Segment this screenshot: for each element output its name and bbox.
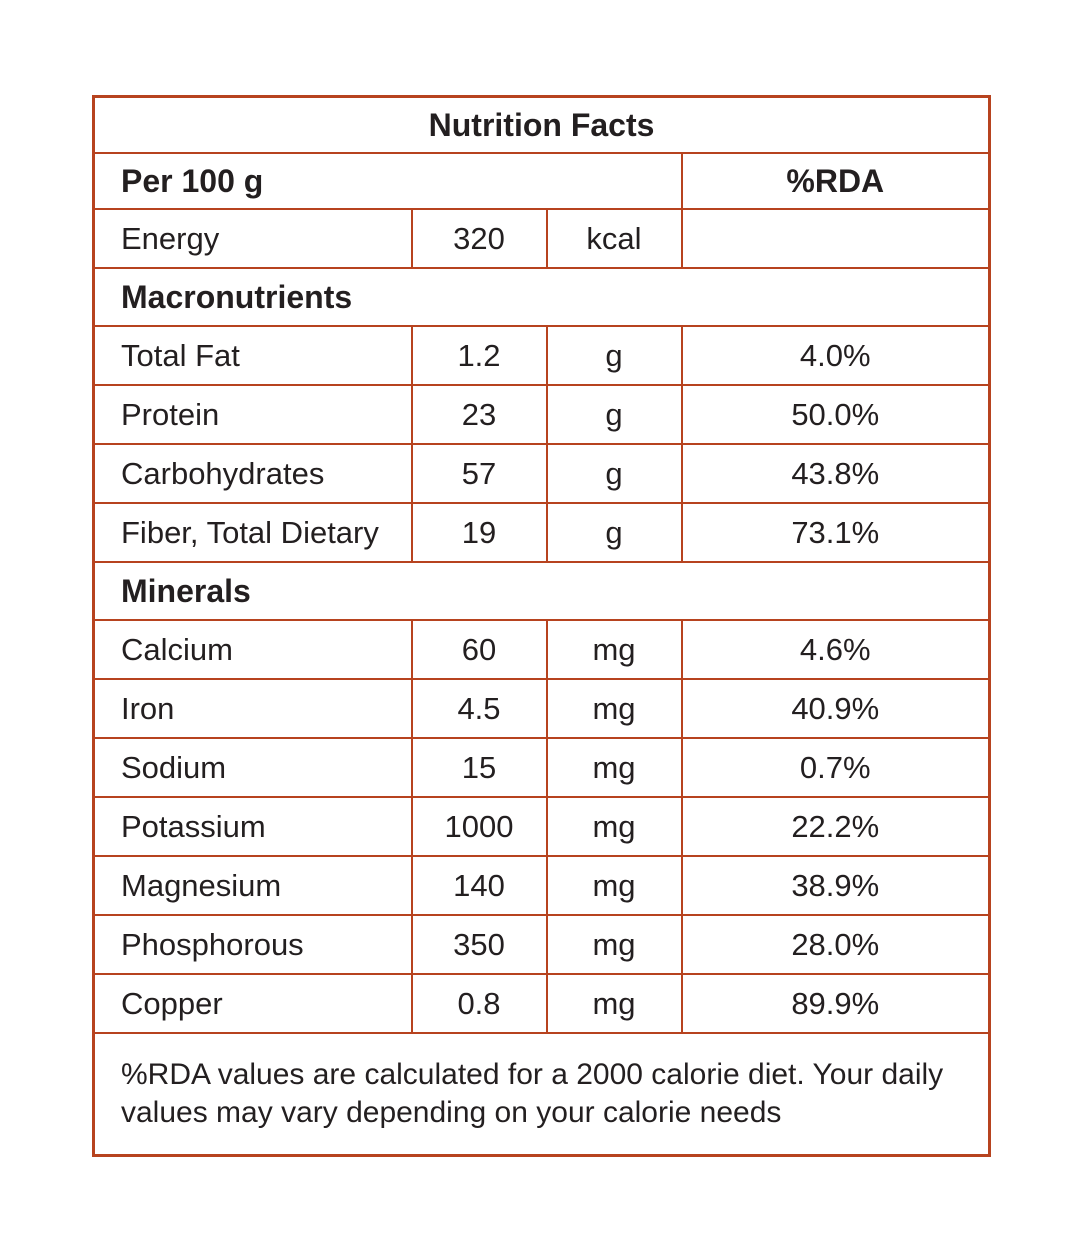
nutrient-value: 350 xyxy=(410,914,548,975)
nutrient-unit: mg xyxy=(545,973,683,1034)
nutrient-rda: 43.8% xyxy=(680,443,991,504)
nutrient-unit: mg xyxy=(545,855,683,916)
nutrient-value: 1000 xyxy=(410,796,548,857)
energy-row: Energy 320 kcal xyxy=(92,208,991,269)
section-header-minerals: Minerals xyxy=(92,561,991,621)
nutrient-value: 57 xyxy=(410,443,548,504)
nutrient-row: Total Fat 1.2 g 4.0% xyxy=(92,325,991,386)
nutrient-label: Magnesium xyxy=(92,855,413,916)
nutrient-row: Iron 4.5 mg 40.9% xyxy=(92,678,991,739)
nutrient-rda: 22.2% xyxy=(680,796,991,857)
nutrient-row: Calcium 60 mg 4.6% xyxy=(92,619,991,680)
nutrient-rda: 4.0% xyxy=(680,325,991,386)
nutrient-rda: 89.9% xyxy=(680,973,991,1034)
nutrient-rda: 28.0% xyxy=(680,914,991,975)
nutrient-value: 1.2 xyxy=(410,325,548,386)
nutrient-value: 0.8 xyxy=(410,973,548,1034)
nutrient-label: Sodium xyxy=(92,737,413,798)
serving-size-label: Per 100 g xyxy=(92,152,683,210)
nutrient-value: 320 xyxy=(410,208,548,269)
nutrient-rda: 40.9% xyxy=(680,678,991,739)
nutrient-unit: g xyxy=(545,443,683,504)
header-row: Per 100 g %RDA xyxy=(92,152,991,210)
nutrient-row: Potassium 1000 mg 22.2% xyxy=(92,796,991,857)
nutrient-label: Protein xyxy=(92,384,413,445)
section-header-macronutrients: Macronutrients xyxy=(92,267,991,327)
nutrient-row: Magnesium 140 mg 38.9% xyxy=(92,855,991,916)
nutrient-unit: g xyxy=(545,325,683,386)
nutrient-row: Fiber, Total Dietary 19 g 73.1% xyxy=(92,502,991,563)
nutrient-label: Copper xyxy=(92,973,413,1034)
nutrient-value: 15 xyxy=(410,737,548,798)
nutrient-rda: 50.0% xyxy=(680,384,991,445)
nutrient-label: Carbohydrates xyxy=(92,443,413,504)
nutrient-value: 140 xyxy=(410,855,548,916)
title-row: Nutrition Facts xyxy=(92,95,991,154)
nutrient-label: Total Fat xyxy=(92,325,413,386)
nutrient-row: Copper 0.8 mg 89.9% xyxy=(92,973,991,1034)
rda-column-header: %RDA xyxy=(680,152,991,210)
nutrient-rda: 0.7% xyxy=(680,737,991,798)
section-title: Macronutrients xyxy=(92,267,991,327)
nutrient-unit: mg xyxy=(545,914,683,975)
nutrient-label: Phosphorous xyxy=(92,914,413,975)
footnote-row: %RDA values are calculated for a 2000 ca… xyxy=(92,1032,991,1157)
rda-footnote: %RDA values are calculated for a 2000 ca… xyxy=(92,1032,991,1157)
nutrient-rda xyxy=(680,208,991,269)
nutrient-unit: g xyxy=(545,384,683,445)
nutrient-row: Protein 23 g 50.0% xyxy=(92,384,991,445)
nutrient-label: Iron xyxy=(92,678,413,739)
nutrient-unit: mg xyxy=(545,737,683,798)
nutrient-value: 19 xyxy=(410,502,548,563)
nutrient-unit: mg xyxy=(545,678,683,739)
nutrient-label: Calcium xyxy=(92,619,413,680)
nutrient-row: Phosphorous 350 mg 28.0% xyxy=(92,914,991,975)
nutrient-label: Fiber, Total Dietary xyxy=(92,502,413,563)
nutrient-value: 60 xyxy=(410,619,548,680)
nutrient-unit: mg xyxy=(545,796,683,857)
nutrient-rda: 38.9% xyxy=(680,855,991,916)
nutrient-rda: 4.6% xyxy=(680,619,991,680)
nutrient-row: Sodium 15 mg 0.7% xyxy=(92,737,991,798)
nutrient-unit: kcal xyxy=(545,208,683,269)
nutrient-value: 23 xyxy=(410,384,548,445)
section-title: Minerals xyxy=(92,561,991,621)
nutrient-unit: g xyxy=(545,502,683,563)
nutrient-row: Carbohydrates 57 g 43.8% xyxy=(92,443,991,504)
nutrient-unit: mg xyxy=(545,619,683,680)
nutrient-label: Energy xyxy=(92,208,413,269)
nutrient-value: 4.5 xyxy=(410,678,548,739)
table-title: Nutrition Facts xyxy=(92,95,991,154)
nutrient-rda: 73.1% xyxy=(680,502,991,563)
nutrition-facts-table: Nutrition Facts Per 100 g %RDA Energy 32… xyxy=(92,95,992,1157)
nutrient-label: Potassium xyxy=(92,796,413,857)
